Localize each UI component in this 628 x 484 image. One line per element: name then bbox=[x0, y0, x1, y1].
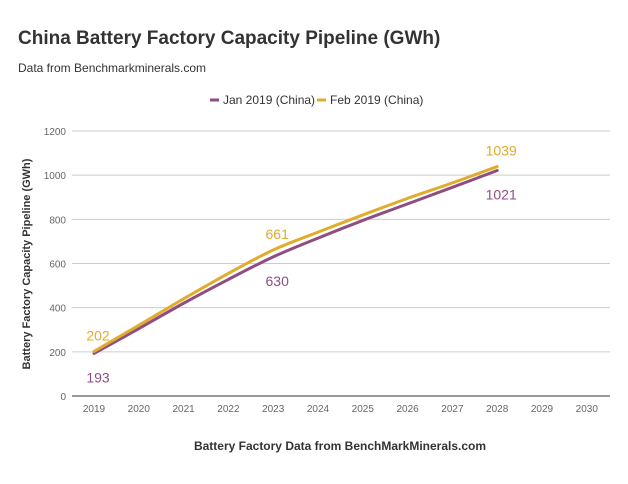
legend-label-feb-2019: Feb 2019 (China) bbox=[330, 93, 423, 107]
y-tick-label: 1000 bbox=[44, 171, 67, 182]
x-tick-label: 2024 bbox=[307, 404, 330, 415]
x-tick-label: 2019 bbox=[83, 404, 106, 415]
y-tick-label: 200 bbox=[49, 348, 66, 359]
x-tick-label: 2022 bbox=[217, 404, 240, 415]
x-tick-label: 2030 bbox=[576, 404, 599, 415]
y-tick-label: 1200 bbox=[44, 127, 67, 138]
x-axis-title: Battery Factory Data from BenchMarkMiner… bbox=[194, 439, 486, 453]
x-tick-label: 2021 bbox=[172, 404, 195, 415]
chart-subtitle: Data from Benchmarkminerals.com bbox=[18, 61, 206, 75]
data-label: 661 bbox=[266, 226, 290, 242]
x-tick-label: 2028 bbox=[486, 404, 509, 415]
data-label: 1039 bbox=[486, 143, 517, 159]
y-tick-label: 0 bbox=[60, 392, 66, 403]
y-axis-title: Battery Factory Capacity Pipeline (GWh) bbox=[21, 158, 33, 369]
data-label: 630 bbox=[266, 273, 290, 289]
data-label: 202 bbox=[86, 327, 110, 343]
x-tick-label: 2029 bbox=[531, 404, 554, 415]
x-tick-label: 2025 bbox=[352, 404, 375, 415]
x-tick-label: 2020 bbox=[128, 404, 151, 415]
y-tick-label: 600 bbox=[49, 260, 66, 271]
chart-legend: Jan 2019 (China) Feb 2019 (China) bbox=[210, 93, 423, 107]
data-label: 1021 bbox=[486, 187, 517, 203]
data-label: 193 bbox=[86, 369, 110, 385]
x-tick-label: 2027 bbox=[441, 404, 464, 415]
y-tick-label: 400 bbox=[49, 304, 66, 315]
series-line-feb-2019-china bbox=[92, 165, 499, 353]
y-tick-label: 800 bbox=[49, 215, 66, 226]
series-line-jan-2019-china bbox=[92, 169, 499, 355]
legend-label-jan-2019: Jan 2019 (China) bbox=[223, 93, 315, 107]
chart-title: China Battery Factory Capacity Pipeline … bbox=[18, 28, 440, 49]
x-tick-label: 2023 bbox=[262, 404, 285, 415]
x-tick-label: 2026 bbox=[396, 404, 419, 415]
